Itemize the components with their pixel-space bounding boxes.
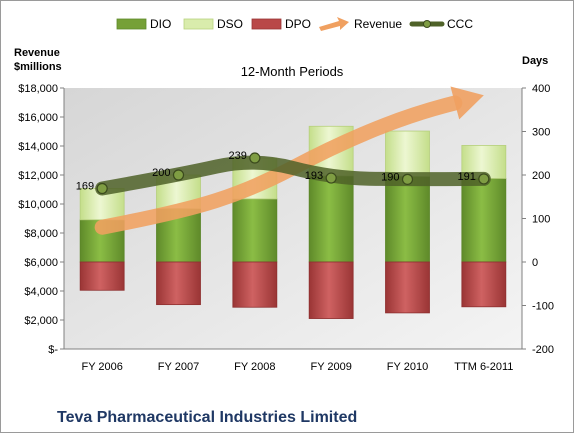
legend-item-dso: DSO xyxy=(183,17,243,31)
bar-dio xyxy=(385,175,430,263)
legend-label-ccc: CCC xyxy=(447,17,473,31)
bar-dpo xyxy=(79,261,125,291)
left-tick-label: $18,000 xyxy=(18,83,58,95)
x-tick-label: FY 2006 xyxy=(81,361,122,373)
ccc-data-label: 239 xyxy=(228,150,246,162)
left-axis-title-line2: $millions xyxy=(14,61,62,73)
right-tick-label: -200 xyxy=(532,344,554,356)
legend-label-dpo: DPO xyxy=(285,17,311,31)
ccc-point xyxy=(249,152,261,164)
left-tick-label: $14,000 xyxy=(18,141,58,153)
legend-swatch-dso xyxy=(183,18,214,30)
x-tick-label: FY 2008 xyxy=(234,361,275,373)
right-tick-label: 0 xyxy=(532,257,538,269)
legend-swatch-dpo xyxy=(251,18,282,30)
ccc-data-label: 200 xyxy=(152,167,170,179)
x-tick-label: FY 2009 xyxy=(310,361,351,373)
bar-dio xyxy=(308,175,354,263)
left-tick-label: $4,000 xyxy=(24,286,58,298)
ccc-point xyxy=(325,172,337,184)
legend-marker-ccc xyxy=(423,20,431,28)
bar-dso xyxy=(385,130,430,177)
right-tick-label: 100 xyxy=(532,214,550,226)
bar-dpo xyxy=(385,261,430,314)
revenue-arrow-head xyxy=(450,86,484,120)
ccc-data-label: 190 xyxy=(381,171,399,183)
left-tick-label: $6,000 xyxy=(24,257,58,269)
ccc-point xyxy=(478,173,490,185)
chart-subtitle: 12-Month Periods xyxy=(241,64,344,79)
right-tick-label: -100 xyxy=(532,301,554,313)
left-tick-label: $12,000 xyxy=(18,170,58,182)
legend-swatch-revenue xyxy=(319,17,349,31)
left-tick-label: $10,000 xyxy=(18,199,58,211)
x-tick-label: FY 2010 xyxy=(387,361,428,373)
ccc-layer: 169 200 239 193 190 191 xyxy=(76,150,491,196)
ccc-data-label: 169 xyxy=(76,180,94,192)
legend: DIO DSO DPO Revenue CCC xyxy=(116,17,473,31)
bar-dpo xyxy=(308,261,354,319)
legend-item-revenue: Revenue xyxy=(319,17,402,31)
bar-dio xyxy=(232,198,278,263)
legend-swatch-dio xyxy=(116,18,147,30)
right-tick-label: 300 xyxy=(532,127,550,139)
ccc-data-label: 193 xyxy=(305,170,323,182)
legend-label-dso: DSO xyxy=(217,17,243,31)
legend-item-dpo: DPO xyxy=(251,17,311,31)
ccc-data-label: 191 xyxy=(457,171,475,183)
x-tick-label: FY 2007 xyxy=(158,361,199,373)
left-tick-label: $16,000 xyxy=(18,112,58,124)
legend-label-dio: DIO xyxy=(150,17,171,31)
axes-layer: $- $2,000 $4,000 $6,000 $8,000 $10,000 $12,000… xyxy=(18,83,554,373)
ccc-point xyxy=(96,182,108,195)
left-tick-label: $- xyxy=(48,344,58,356)
bar-dpo xyxy=(461,261,507,308)
left-tick-label: $2,000 xyxy=(24,315,58,327)
bar-dpo xyxy=(156,261,201,306)
bar-dio xyxy=(461,178,507,263)
bar-dpo xyxy=(232,261,278,308)
right-tick-label: 200 xyxy=(532,170,550,182)
x-tick-label: TTM 6-2011 xyxy=(454,361,513,373)
legend-label-revenue: Revenue xyxy=(354,17,402,31)
right-tick-label: 400 xyxy=(532,83,550,95)
ccc-point xyxy=(401,173,414,185)
right-axis-title: Days xyxy=(522,55,548,67)
ccc-point xyxy=(172,169,185,181)
legend-item-dio: DIO xyxy=(116,17,171,31)
legend-item-ccc: CCC xyxy=(409,17,473,31)
left-tick-label: $8,000 xyxy=(24,228,58,240)
chart-title: Teva Pharmaceutical Industries Limited xyxy=(57,409,357,426)
left-axis-title-line1: Revenue xyxy=(14,47,60,59)
